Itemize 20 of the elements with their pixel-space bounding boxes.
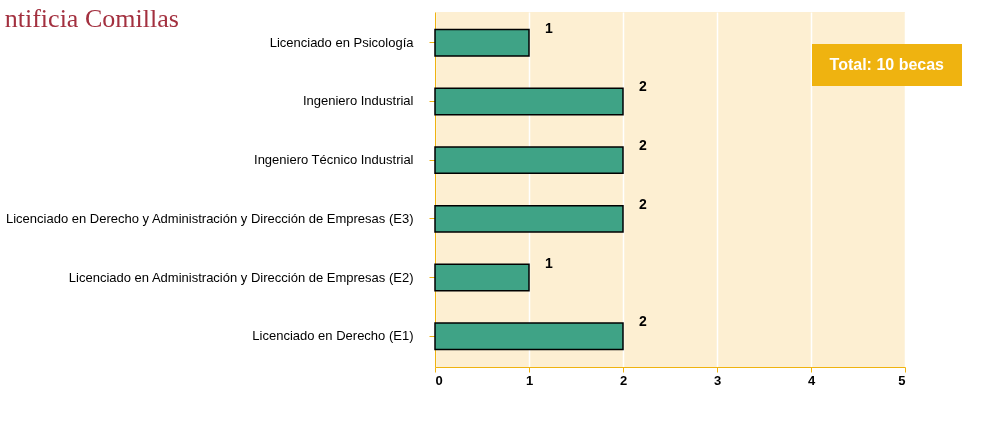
x-tick-label: 1 bbox=[525, 372, 534, 388]
y-tick-label: Ingeniero Técnico Industrial bbox=[254, 152, 414, 168]
text: ntificia Comillas bbox=[4, 4, 179, 33]
x-tick-label: 4 bbox=[807, 372, 816, 388]
y-tick-label: Licenciado en Psicología bbox=[269, 34, 415, 50]
x-tick-label: 0 bbox=[435, 372, 443, 388]
data-label: 2 bbox=[639, 78, 647, 95]
data-label: 2 bbox=[639, 195, 647, 212]
x-tick-label: 3 bbox=[713, 372, 722, 388]
data-label: 2 bbox=[639, 137, 647, 154]
y-tick-label: Licenciado en Derecho y Administración y Dirección de Empresas (E3) bbox=[5, 210, 414, 226]
y-tick-label: Ingeniero Industrial bbox=[302, 93, 414, 109]
data-label: 1 bbox=[545, 19, 553, 36]
data-label: 1 bbox=[545, 254, 553, 271]
y-tick-label: Licenciado en Administración y Dirección de Empresas (E2) bbox=[68, 269, 414, 285]
x-tick-label: 5 bbox=[898, 372, 906, 388]
x-tick-label: 2 bbox=[619, 372, 628, 388]
y-tick-label: Licenciado en Derecho (E1) bbox=[252, 328, 414, 344]
annotation: Total: 10 becas bbox=[811, 44, 962, 86]
data-label: 2 bbox=[639, 313, 647, 330]
